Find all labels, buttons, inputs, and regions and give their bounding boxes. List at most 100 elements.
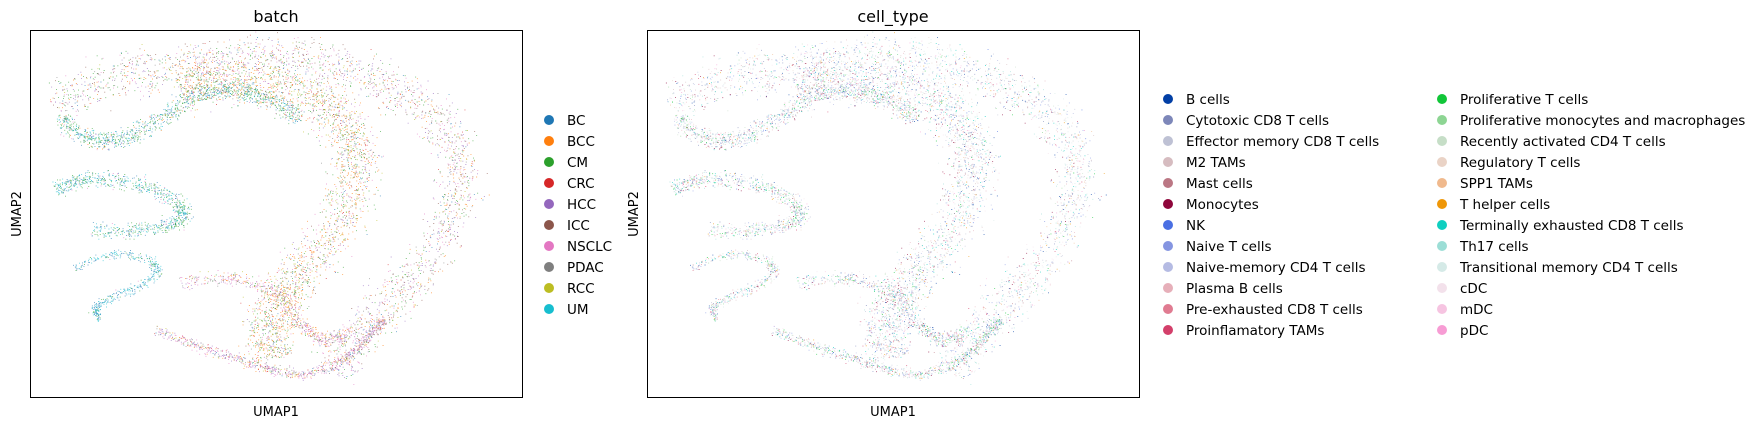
legend-item: Recently activated CD4 T cells: [1437, 134, 1666, 150]
legend-item: B cells: [1163, 92, 1230, 108]
legend-item: NK: [1163, 218, 1206, 234]
legend-label: Th17 cells: [1459, 239, 1529, 255]
legend-item: Effector memory CD8 T cells: [1163, 134, 1379, 150]
legend-marker: [1163, 115, 1173, 125]
legend-label: Naive T cells: [1186, 239, 1272, 255]
legend-marker: [1163, 199, 1173, 209]
legend-marker: [1437, 241, 1447, 251]
scatter-points-3: [50, 35, 472, 376]
scatter-points-21: [672, 45, 1081, 373]
legend-item: BC: [544, 113, 585, 129]
legend-item: UM: [544, 302, 589, 318]
scatter-points-14: [672, 37, 1092, 378]
legend-item: Mast cells: [1163, 176, 1253, 192]
scatter-points-15: [672, 37, 1088, 376]
legend-marker: [1437, 115, 1447, 125]
scatter-points-8: [59, 43, 468, 376]
scatter-points-2: [670, 39, 1092, 377]
legend-item: pDC: [1437, 323, 1488, 339]
legend-marker: [1437, 262, 1447, 272]
legend-marker: [1437, 178, 1447, 188]
legend-label: Recently activated CD4 T cells: [1460, 134, 1666, 150]
legend-marker: [544, 157, 554, 167]
legend-item: T helper cells: [1437, 197, 1550, 213]
scatter-points-18: [672, 40, 1090, 378]
panel-batch: batch UMAP1 UMAP2 BC BCC CM CRC HCC ICC NSCLC P…: [10, 7, 612, 420]
legend-label: Plasma B cells: [1186, 281, 1283, 297]
legend-label: CRC: [567, 176, 595, 192]
legend-label: PDAC: [567, 260, 604, 276]
legend-marker: [544, 304, 554, 314]
legend-item: NSCLC: [544, 239, 612, 255]
scatter-points-17: [686, 33, 1104, 379]
legend-marker: [1437, 94, 1447, 104]
legend-label: CM: [567, 155, 588, 171]
legend-marker: [1437, 325, 1447, 335]
legend-item: Naive-memory CD4 T cells: [1163, 260, 1366, 276]
legend-marker: [544, 136, 554, 146]
legend-item: Naive T cells: [1163, 239, 1272, 255]
legend-label: HCC: [567, 197, 596, 213]
legend-marker: [1437, 283, 1447, 293]
legend-marker: [1163, 136, 1173, 146]
legend-label: cDC: [1460, 281, 1487, 297]
legend-label: BC: [567, 113, 585, 129]
legend-item: mDC: [1437, 302, 1493, 318]
legend-item: Proinflamatory TAMs: [1163, 323, 1324, 339]
legend-label: BCC: [567, 134, 595, 150]
legend-item: BCC: [544, 134, 595, 150]
legend-label: Proliferative monocytes and macrophages: [1460, 113, 1745, 129]
legend-label: RCC: [567, 281, 595, 297]
legend-label: Naive-memory CD4 T cells: [1186, 260, 1366, 276]
legend-label: B cells: [1186, 92, 1230, 108]
legend-marker: [544, 115, 554, 125]
legend-item: Plasma B cells: [1163, 281, 1283, 297]
scatter-points-2: [49, 42, 478, 378]
legend-label: ICC: [567, 218, 590, 234]
scatter-points-6: [674, 43, 1086, 371]
legend-item: CM: [544, 155, 588, 171]
y-axis-label-cell-type: UMAP2: [627, 191, 642, 237]
legend-label: Proliferative T cells: [1460, 92, 1588, 108]
legend-marker: [1163, 220, 1173, 230]
legend-label: Mast cells: [1186, 176, 1253, 192]
legend-marker: [1163, 325, 1173, 335]
legend-marker: [1437, 136, 1447, 146]
scatter-points-23: [680, 43, 1085, 376]
scatter-points-6: [51, 32, 478, 384]
legend-label: T helper cells: [1459, 197, 1550, 213]
legend-item: SPP1 TAMs: [1437, 176, 1533, 192]
legend-label: NK: [1186, 218, 1206, 234]
scatter-points-13: [668, 45, 1076, 377]
legend-marker: [1163, 241, 1173, 251]
legend-item: Regulatory T cells: [1437, 155, 1580, 171]
scatter-points-5: [666, 52, 1076, 376]
legend-marker: [544, 262, 554, 272]
legend-label: mDC: [1460, 302, 1493, 318]
x-axis-label-batch: UMAP1: [253, 405, 299, 420]
legend-item: Terminally exhausted CD8 T cells: [1437, 218, 1684, 234]
legend-item: Th17 cells: [1437, 239, 1529, 255]
legend-label: M2 TAMs: [1186, 155, 1246, 171]
chart-title-cell-type: cell_type: [857, 7, 928, 27]
legend-batch: BC BCC CM CRC HCC ICC NSCLC PDAC RCC UM: [544, 113, 612, 318]
scatter-points-7: [667, 35, 1095, 375]
scatter-points-5: [53, 33, 488, 373]
legend-label: Cytotoxic CD8 T cells: [1186, 113, 1329, 129]
legend-label: Proinflamatory TAMs: [1186, 323, 1324, 339]
y-axis-label-batch: UMAP2: [10, 191, 25, 237]
chart-title-batch: batch: [253, 7, 298, 26]
legend-label: NSCLC: [567, 239, 612, 255]
legend-label: Terminally exhausted CD8 T cells: [1459, 218, 1684, 234]
scatter-points-10: [683, 55, 1102, 374]
legend-marker: [544, 283, 554, 293]
legend-marker: [1437, 304, 1447, 314]
legend-marker: [1163, 94, 1173, 104]
legend-marker: [1437, 199, 1447, 209]
legend-item: PDAC: [544, 260, 604, 276]
scatter-plot-cell-type: [666, 32, 1107, 384]
legend-item: HCC: [544, 197, 596, 213]
scatter-points-1: [50, 38, 490, 378]
legend-label: Effector memory CD8 T cells: [1186, 134, 1379, 150]
legend-marker: [1163, 262, 1173, 272]
